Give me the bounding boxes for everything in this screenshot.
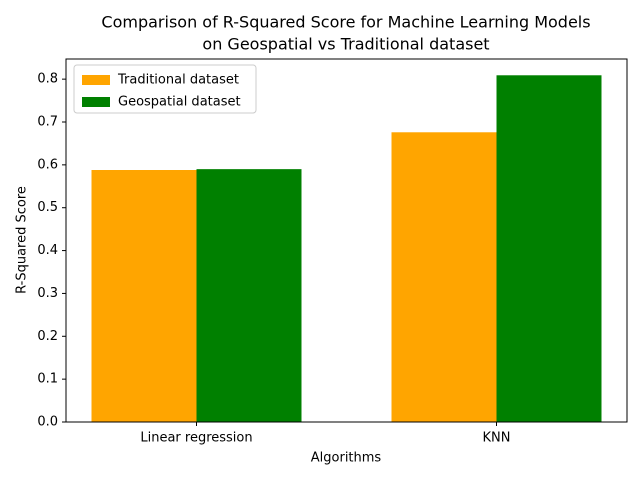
bar <box>196 169 302 422</box>
x-tick-label: KNN <box>483 431 511 446</box>
bar <box>391 132 497 423</box>
bar <box>91 170 197 422</box>
y-tick-label: 0.6 <box>37 157 58 172</box>
legend-label: Traditional dataset <box>117 73 239 88</box>
chart-title: Comparison of R-Squared Score for Machin… <box>101 13 590 32</box>
y-tick-label: 0.3 <box>37 286 58 301</box>
y-tick-label: 0.7 <box>37 115 58 130</box>
y-tick-label: 0.2 <box>37 329 58 344</box>
legend-swatch <box>82 97 110 107</box>
legend-label: Geospatial dataset <box>118 95 241 110</box>
y-tick-label: 0.0 <box>37 415 58 430</box>
y-tick-label: 0.1 <box>37 372 58 387</box>
bar <box>496 75 602 423</box>
y-tick-label: 0.5 <box>37 200 58 215</box>
axes-frame <box>65 58 628 423</box>
chart-title: on Geospatial vs Traditional dataset <box>202 35 489 54</box>
legend-swatch <box>82 75 110 85</box>
y-tick-label: 0.8 <box>37 72 58 87</box>
x-tick-label: Linear regression <box>140 431 252 446</box>
legend-box <box>73 64 257 114</box>
y-tick-label: 0.4 <box>37 243 58 258</box>
x-axis-label: Algorithms <box>311 451 382 466</box>
y-axis-label: R-Squared Score <box>15 186 30 294</box>
